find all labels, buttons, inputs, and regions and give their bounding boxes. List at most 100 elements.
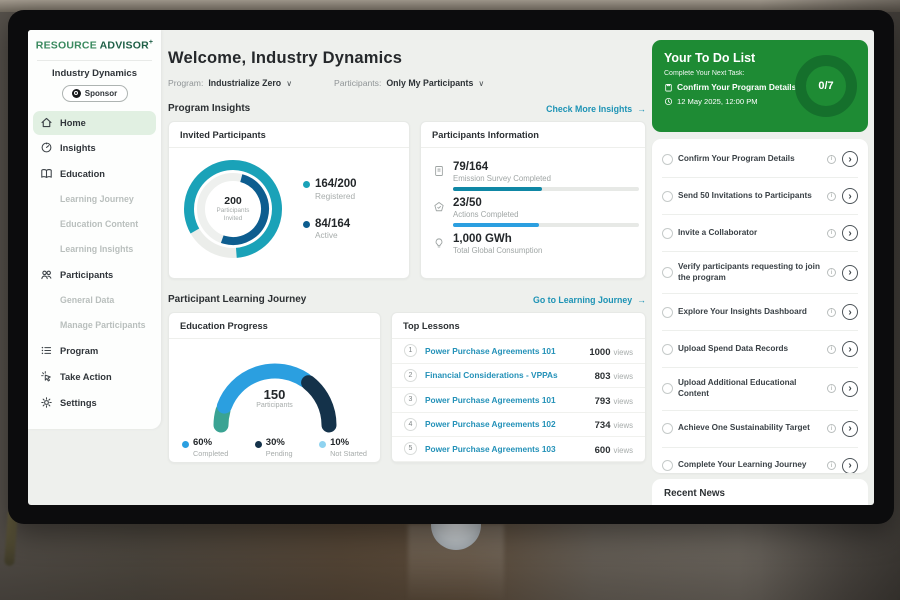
info-icon[interactable]: i	[827, 154, 836, 164]
sidebar-item-learning-insights[interactable]: Learning Insights	[60, 244, 134, 254]
go-to-learning-journey-link[interactable]: Go to Learning Journey →	[532, 294, 646, 305]
task-row[interactable]: Upload Spend Data Records i ›	[662, 331, 858, 369]
card-invited-participants: Invited Participants 200 Participants	[168, 121, 410, 279]
chevron-right-button[interactable]: ›	[842, 380, 858, 397]
chevron-right-button[interactable]: ›	[842, 188, 858, 204]
task-checkbox[interactable]	[662, 267, 673, 279]
progress-bar	[453, 187, 639, 191]
org-name: Industry Dynamics	[52, 67, 137, 79]
todo-progress-ring: 0/7	[795, 55, 857, 117]
sidebar: RESOURCE ADVISOR+ Industry Dynamics Spon…	[28, 30, 161, 429]
sidebar-item-home[interactable]: Home	[33, 110, 156, 135]
lesson-row: 1 Power Purchase Agreements 101 1000 view…	[392, 339, 645, 364]
todo-due-date: 12 May 2025, 12:00 PM	[664, 97, 856, 106]
sidebar-item-participants[interactable]: Participants	[28, 262, 161, 288]
sidebar-item-take-action[interactable]: Take Action	[28, 364, 161, 390]
info-icon[interactable]: i	[827, 344, 836, 354]
chevron-right-button[interactable]: ›	[842, 225, 858, 241]
insights-icon	[41, 142, 52, 153]
main-content: Welcome, Industry Dynamics Program: Indu…	[168, 30, 646, 463]
lesson-title-link[interactable]: Financial Considerations - VPPAs	[425, 370, 558, 381]
info-icon[interactable]: i	[827, 307, 836, 317]
stat-actions-completed: 23/50 Actions Completed	[433, 197, 639, 227]
legend-active: 84/164 Active	[303, 218, 357, 240]
lesson-title-link[interactable]: Power Purchase Agreements 103	[425, 443, 556, 454]
task-row[interactable]: Upload Additional Educational Content i …	[662, 368, 858, 411]
check-more-insights-link[interactable]: Check More Insights →	[546, 103, 646, 114]
task-row[interactable]: Send 50 Invitations to Participants i ›	[662, 178, 858, 215]
task-checkbox[interactable]	[662, 460, 673, 472]
not-started-dot-icon	[319, 441, 327, 448]
chevron-right-button[interactable]: ›	[842, 341, 858, 358]
chevron-down-icon: ∨	[286, 78, 293, 88]
lightbulb-icon	[435, 238, 443, 248]
info-icon[interactable]: i	[827, 191, 836, 201]
chevron-right-button[interactable]: ›	[842, 264, 858, 281]
task-row[interactable]: Invite a Collaborator i ›	[662, 215, 858, 252]
survey-document-icon	[435, 166, 443, 176]
recent-news-card: Recent News	[652, 479, 868, 505]
task-row[interactable]: Verify participants requesting to join t…	[662, 252, 858, 295]
legend-pending: 30% Pending	[254, 437, 293, 458]
task-checkbox[interactable]	[662, 343, 673, 355]
info-icon[interactable]: i	[827, 384, 836, 394]
info-icon[interactable]: i	[827, 461, 836, 471]
lesson-title-link[interactable]: Power Purchase Agreements 102	[425, 419, 556, 430]
info-icon[interactable]: i	[827, 228, 836, 238]
todo-title: Your To Do List	[664, 51, 756, 65]
task-checkbox[interactable]	[662, 383, 673, 395]
lesson-title-link[interactable]: Power Purchase Agreements 101	[425, 394, 556, 405]
task-row[interactable]: Confirm Your Program Details i ›	[662, 141, 858, 178]
task-checkbox[interactable]	[662, 153, 673, 165]
stat-total-consumption: 1,000 GWh Total Global Consumption	[433, 233, 633, 255]
sidebar-item-learning-journey[interactable]: Learning Journey	[60, 194, 134, 204]
chevron-right-button[interactable]: ›	[842, 420, 858, 437]
lesson-rank: 3	[404, 393, 417, 407]
task-row[interactable]: Achieve One Sustainability Target i ›	[662, 411, 858, 448]
monitor-bezel: RESOURCE ADVISOR+ Industry Dynamics Spon…	[8, 10, 894, 524]
task-checkbox[interactable]	[662, 227, 673, 239]
sponsor-badge[interactable]: Sponsor	[61, 84, 128, 102]
chevron-right-button[interactable]: ›	[842, 304, 858, 321]
sidebar-item-program[interactable]: Program	[28, 338, 161, 364]
task-checkbox[interactable]	[662, 306, 673, 318]
chevron-right-button[interactable]: ›	[842, 457, 858, 473]
participants-dropdown[interactable]: Participants: Only My Participants ∨	[334, 78, 485, 88]
donut-center-label: 200 Participants Invited	[216, 194, 250, 223]
lesson-title-link[interactable]: Power Purchase Agreements 101	[425, 345, 556, 356]
lesson-row: 5 Power Purchase Agreements 103 600 views	[392, 437, 645, 462]
screen: RESOURCE ADVISOR+ Industry Dynamics Spon…	[28, 30, 874, 505]
lesson-row: 3 Power Purchase Agreements 101 793 views	[392, 388, 645, 413]
invited-donut-chart: 200 Participants Invited	[179, 155, 287, 263]
card-title: Participants Information	[421, 122, 645, 148]
sponsor-icon	[71, 88, 81, 98]
education-book-icon	[41, 169, 52, 179]
sidebar-item-education-content[interactable]: Education Content	[60, 219, 139, 229]
sidebar-item-manage-participants[interactable]: Manage Participants	[60, 320, 146, 330]
task-row[interactable]: Complete Your Learning Journey i ›	[662, 448, 858, 473]
card-top-lessons: Top Lessons 1 Power Purchase Agreements …	[391, 312, 646, 463]
sidebar-item-general-data[interactable]: General Data	[60, 295, 115, 305]
todo-panel: Your To Do List Complete Your Next Task:…	[652, 40, 868, 132]
info-icon[interactable]: i	[827, 268, 836, 278]
legend-registered: 164/200 Registered	[303, 178, 357, 201]
card-title: Education Progress	[169, 313, 380, 339]
task-row[interactable]: Explore Your Insights Dashboard i ›	[662, 294, 858, 332]
sidebar-item-settings[interactable]: Settings	[28, 390, 161, 416]
recent-news-title: Recent News	[664, 488, 725, 499]
clipboard-icon	[665, 83, 672, 91]
lesson-rank: 4	[404, 417, 417, 431]
program-dropdown[interactable]: Program: Industrialize Zero ∨	[168, 78, 293, 88]
sidebar-item-education[interactable]: Education	[28, 161, 161, 187]
todo-next-task: Confirm Your Program Details	[664, 82, 856, 92]
task-checkbox[interactable]	[662, 423, 673, 435]
lesson-rank: 1	[404, 344, 417, 358]
participants-icon	[41, 270, 52, 280]
info-icon[interactable]: i	[827, 424, 836, 434]
completed-dot-icon	[182, 441, 189, 448]
sidebar-item-insights[interactable]: Insights	[28, 135, 161, 161]
active-dot-icon	[303, 220, 310, 228]
section-title-learning-journey: Participant Learning Journey	[168, 294, 307, 305]
chevron-right-button[interactable]: ›	[842, 151, 858, 167]
task-checkbox[interactable]	[662, 190, 673, 202]
